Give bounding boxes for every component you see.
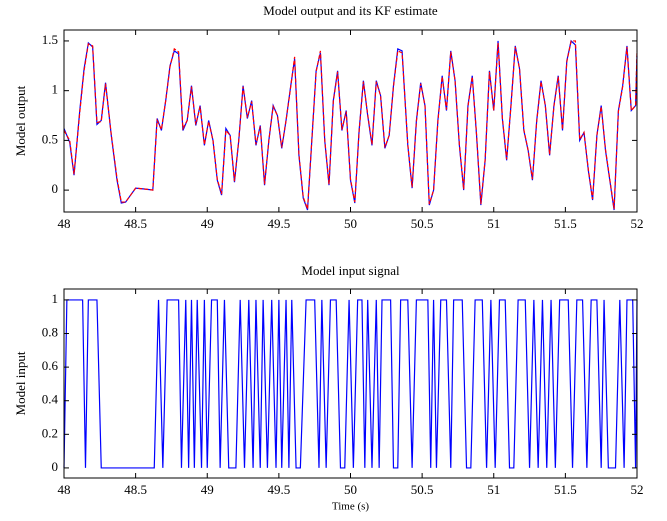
x-tick-label: 49: [201, 216, 214, 231]
x-tick-label: 50.5: [411, 216, 434, 231]
x-tick-label: 51.5: [554, 216, 577, 231]
x-tick-label: 50.5: [411, 482, 434, 497]
x-tick-label: 48.5: [124, 216, 147, 231]
y-tick-label: 0: [52, 181, 59, 196]
x-tick-label: 51: [487, 482, 500, 497]
y-tick-label: 0.8: [42, 325, 58, 340]
y-tick-label: 0.5: [42, 131, 58, 146]
y-axis-label: Model input: [13, 351, 28, 415]
y-tick-label: 0.2: [42, 425, 58, 440]
y-tick-label: 1: [52, 291, 59, 306]
x-tick-label: 50: [344, 216, 357, 231]
x-tick-label: 49: [201, 482, 214, 497]
series-line: [63, 299, 638, 469]
y-axis-label: Model output: [13, 85, 28, 156]
y-tick-label: 0: [52, 459, 59, 474]
y-tick-label: 0.6: [42, 358, 59, 373]
x-tick-label: 48.5: [124, 482, 147, 497]
x-tick-label: 49.5: [268, 216, 291, 231]
y-tick-label: 1: [52, 82, 59, 97]
x-tick-label: 48: [58, 216, 71, 231]
y-tick-label: 1.5: [42, 32, 58, 47]
x-tick-label: 49.5: [268, 482, 291, 497]
x-tick-label: 52: [631, 216, 644, 231]
x-tick-label: 51: [487, 216, 500, 231]
x-tick-label: 51.5: [554, 482, 577, 497]
x-axis-label: Time (s): [332, 501, 370, 513]
x-tick-label: 48: [58, 482, 71, 497]
x-tick-label: 50: [344, 482, 357, 497]
series-line: [63, 40, 638, 210]
y-tick-label: 0.4: [42, 392, 59, 407]
x-tick-label: 52: [631, 482, 644, 497]
chart-title: Model output and its KF estimate: [263, 3, 438, 18]
plot-area: [64, 30, 637, 212]
chart-title: Model input signal: [301, 263, 400, 278]
